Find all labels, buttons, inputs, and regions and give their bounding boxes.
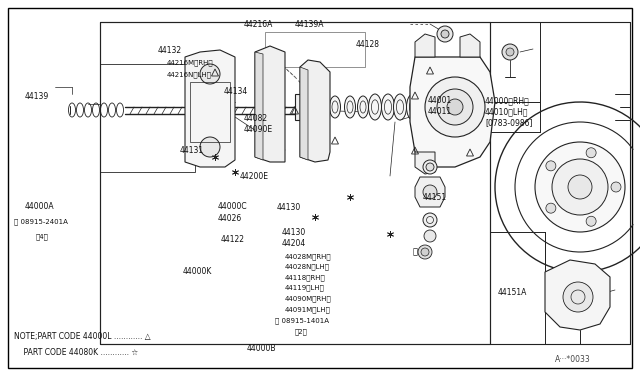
Ellipse shape xyxy=(344,96,355,118)
Text: PART CODE 44080K ............ ☆: PART CODE 44080K ............ ☆ xyxy=(14,347,138,356)
Text: 44026: 44026 xyxy=(218,214,242,223)
Polygon shape xyxy=(460,34,480,57)
Text: 44010（LH）: 44010（LH） xyxy=(485,107,529,116)
Ellipse shape xyxy=(302,101,314,113)
Text: Ⓣ: Ⓣ xyxy=(413,247,417,257)
Text: 44001: 44001 xyxy=(428,96,452,105)
Text: 44000B: 44000B xyxy=(246,344,276,353)
Circle shape xyxy=(506,48,514,56)
Ellipse shape xyxy=(369,94,381,120)
Circle shape xyxy=(586,148,596,158)
Circle shape xyxy=(421,248,429,256)
Ellipse shape xyxy=(381,94,394,120)
Text: 44200E: 44200E xyxy=(240,172,269,181)
Bar xyxy=(100,22,490,344)
Text: Ⓣ 08915-2401A: Ⓣ 08915-2401A xyxy=(14,218,68,225)
Text: 44000C: 44000C xyxy=(218,202,247,211)
Ellipse shape xyxy=(406,94,419,120)
Text: 44128: 44128 xyxy=(355,40,379,49)
Circle shape xyxy=(437,89,473,125)
Text: （2）: （2） xyxy=(294,328,307,335)
Ellipse shape xyxy=(358,96,369,118)
Polygon shape xyxy=(415,177,445,207)
Polygon shape xyxy=(545,260,610,330)
Polygon shape xyxy=(415,34,435,57)
Text: 44132: 44132 xyxy=(158,46,182,55)
Ellipse shape xyxy=(330,96,340,118)
Circle shape xyxy=(423,185,437,199)
Text: 44216A: 44216A xyxy=(243,20,273,29)
Polygon shape xyxy=(255,52,263,160)
Circle shape xyxy=(200,64,220,84)
Text: 44000K: 44000K xyxy=(182,267,212,276)
Text: （4）: （4） xyxy=(35,233,48,240)
Text: 44131: 44131 xyxy=(179,146,204,155)
Text: 44118（RH）: 44118（RH） xyxy=(285,274,326,281)
Circle shape xyxy=(563,282,593,312)
Text: 44090M（RH）: 44090M（RH） xyxy=(285,296,332,302)
Polygon shape xyxy=(185,50,235,167)
Text: 44028M（RH）: 44028M（RH） xyxy=(285,253,332,260)
Bar xyxy=(295,94,320,120)
Text: 44082: 44082 xyxy=(243,114,268,123)
Text: 44090E: 44090E xyxy=(243,125,273,134)
Ellipse shape xyxy=(426,163,434,171)
Circle shape xyxy=(502,44,518,60)
Text: 44139A: 44139A xyxy=(294,20,324,29)
Text: NOTE;PART CODE 44000L ............ △: NOTE;PART CODE 44000L ............ △ xyxy=(14,333,150,341)
Circle shape xyxy=(611,182,621,192)
Text: 44216N（LH）: 44216N（LH） xyxy=(166,71,211,78)
Bar xyxy=(100,64,195,172)
Text: 44000（RH）: 44000（RH） xyxy=(485,96,530,105)
Text: 44139: 44139 xyxy=(24,92,49,101)
Circle shape xyxy=(447,99,463,115)
Circle shape xyxy=(552,159,608,215)
Circle shape xyxy=(200,137,220,157)
Circle shape xyxy=(568,175,592,199)
Polygon shape xyxy=(300,67,308,160)
Text: 44122: 44122 xyxy=(221,235,244,244)
Bar xyxy=(265,32,365,67)
Polygon shape xyxy=(255,46,285,162)
Text: 44204: 44204 xyxy=(282,239,306,248)
Ellipse shape xyxy=(423,213,437,227)
Text: 44130: 44130 xyxy=(282,228,306,237)
Text: 44130: 44130 xyxy=(276,203,301,212)
Text: [0783-0986]: [0783-0986] xyxy=(485,118,532,127)
Text: 44216M（RH）: 44216M（RH） xyxy=(166,59,213,66)
Text: Ⓣ 08915-1401A: Ⓣ 08915-1401A xyxy=(275,317,329,324)
Circle shape xyxy=(425,77,485,137)
Circle shape xyxy=(441,30,449,38)
Text: 44028N（LH）: 44028N（LH） xyxy=(285,264,330,270)
Circle shape xyxy=(535,142,625,232)
Ellipse shape xyxy=(394,94,406,120)
Text: 44151A: 44151A xyxy=(498,288,527,296)
Text: 44119（LH）: 44119（LH） xyxy=(285,285,324,291)
Circle shape xyxy=(418,245,432,259)
Text: 44000A: 44000A xyxy=(24,202,54,211)
Text: 44091M（LH）: 44091M（LH） xyxy=(285,306,331,313)
Circle shape xyxy=(424,230,436,242)
Text: A···*0033: A···*0033 xyxy=(555,356,591,365)
Text: 44134: 44134 xyxy=(224,87,248,96)
Circle shape xyxy=(546,161,556,171)
Polygon shape xyxy=(410,57,495,167)
Bar xyxy=(190,82,230,142)
Circle shape xyxy=(546,203,556,213)
Circle shape xyxy=(586,216,596,226)
Text: 44151: 44151 xyxy=(422,193,447,202)
Circle shape xyxy=(437,26,453,42)
Polygon shape xyxy=(415,152,435,174)
Polygon shape xyxy=(300,60,330,162)
Ellipse shape xyxy=(423,160,437,174)
Text: 44011: 44011 xyxy=(428,107,452,116)
